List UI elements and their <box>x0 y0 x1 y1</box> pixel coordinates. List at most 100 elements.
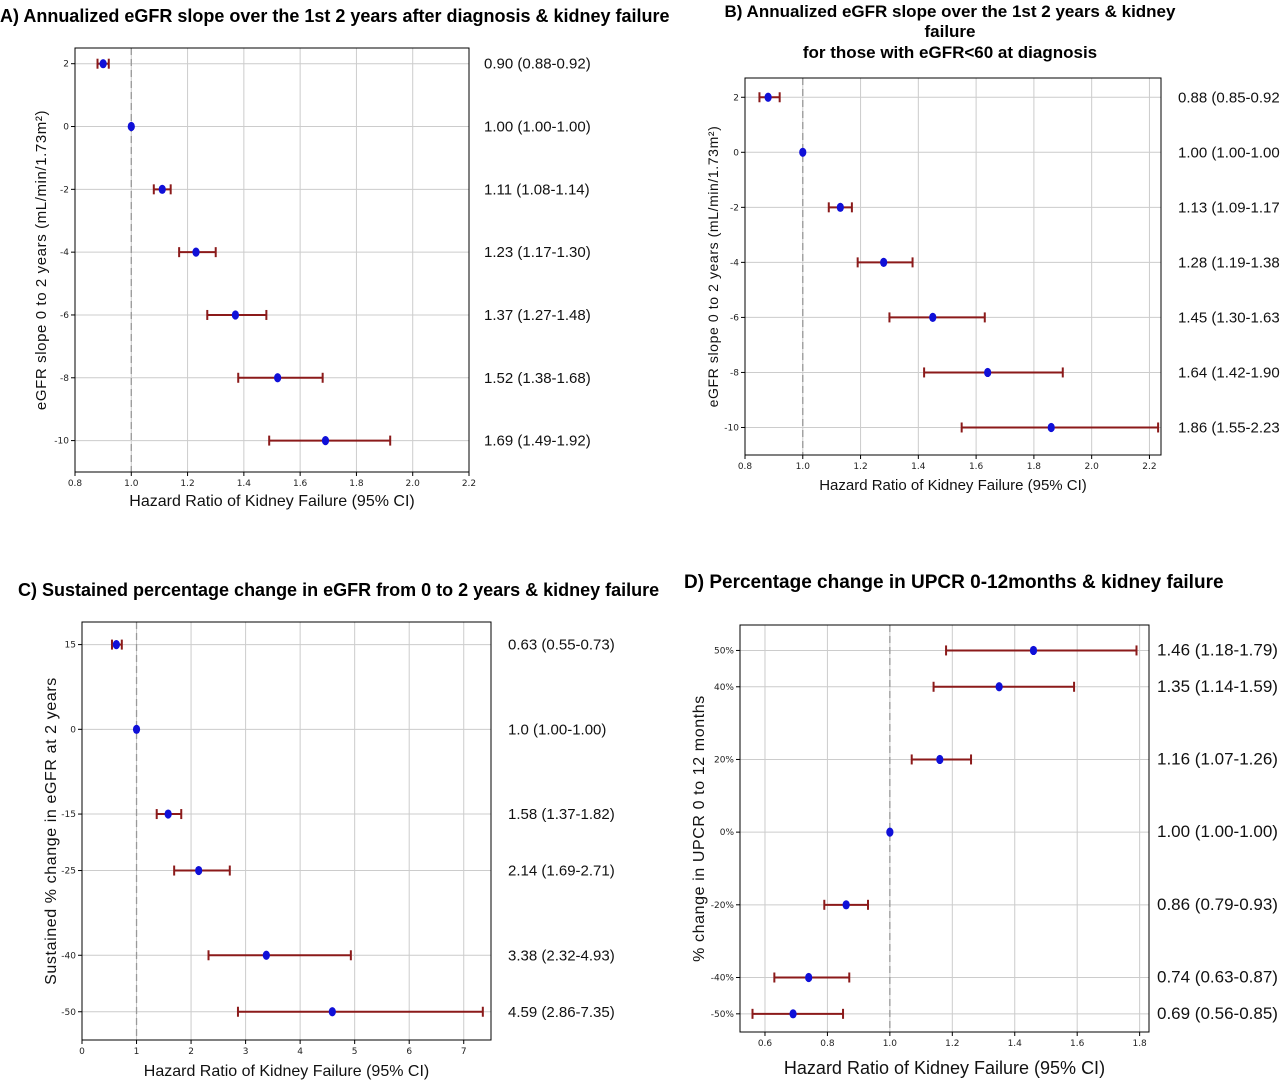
panel-d-x-tick-label: 1.0 <box>883 1039 898 1049</box>
panel-d-y-tick-label: 50% <box>714 646 734 656</box>
panel-a-hr-point <box>127 121 135 132</box>
panel-c-x-tick-label: 6 <box>406 1047 412 1057</box>
panel-d-hr-annotation: 1.46 (1.18-1.79) <box>1157 640 1278 659</box>
panel-b-x-tick-label: 1.2 <box>853 462 867 472</box>
panel-b-y-tick-label: 2 <box>733 93 739 103</box>
panel-a-hr-point <box>274 373 282 383</box>
panel-c-y-tick-label: -15 <box>61 810 76 820</box>
panel-c-y-tick-label: 0 <box>70 725 76 735</box>
panel-c-y-axis-label: Sustained % change in eGFR at 2 years <box>43 677 60 985</box>
panel-b-hr-annotation: 1.45 (1.30-1.63) <box>1178 309 1280 326</box>
panel-b-hr-point <box>984 367 992 378</box>
panel-a-hr-annotation: 1.23 (1.17-1.30) <box>484 244 591 261</box>
panel-c-x-tick-label: 4 <box>297 1047 303 1057</box>
panel-a-hr-point <box>158 184 166 194</box>
panel-c-hr-point <box>132 724 141 734</box>
panel-c-hr-annotation: 3.38 (2.32-4.93) <box>508 947 615 964</box>
forest-plot-b: 0.8 1.0 1.2 1.4 1.6 1.8 2.0 2.2 2 0 -2 -4 -6 -8 -10 0.8… <box>705 77 1280 494</box>
panel-a-y-tick-label: -10 <box>54 437 69 447</box>
panel-a-hr-point <box>99 59 107 69</box>
panel-d-x-tick-label: 0.6 <box>758 1039 773 1049</box>
panel-d-hr-point <box>789 1009 797 1019</box>
panel-b-y-tick-label: 0 <box>733 148 739 158</box>
panel-a-y-axis-label: eGFR slope 0 to 2 years (mL/min/1.73m²) <box>33 110 50 410</box>
panel-a-hr-point <box>321 435 330 446</box>
panel-b-y-axis-label: eGFR slope 0 to 2 years (mL/min/1.73m²) <box>705 126 721 408</box>
panel-c-x-tick-label: 7 <box>461 1047 467 1057</box>
panel-b-x-tick-label: 1.6 <box>969 462 984 472</box>
panel-b-title-line1: B) Annualized eGFR slope over the 1st 2 … <box>724 2 1176 42</box>
panel-b-title: B) Annualized eGFR slope over the 1st 2 … <box>700 2 1200 63</box>
panel-c-x-tick-label: 1 <box>134 1047 140 1057</box>
forest-plot-d: 0.6 0.8 1.0 1.2 1.4 1.6 1.8 50% 40% 20% 0% -20% -40%… <box>691 624 1278 1078</box>
panel-d-x-tick-label: 0.8 <box>820 1039 835 1049</box>
panel-c-hr-point <box>112 639 120 650</box>
panel-d-y-tick-label: 40% <box>714 683 734 693</box>
panel-b-x-tick-label: 1.0 <box>796 462 811 472</box>
panel-c-y-tick-label: -25 <box>61 867 76 877</box>
panel-d-hr-point <box>842 900 850 910</box>
panel-c-hr-point <box>195 865 203 876</box>
panel-d-hr-point <box>936 754 944 765</box>
panel-c-hr-annotation: 1.0 (1.00-1.00) <box>508 721 606 738</box>
panel-b-y-tick-label: -2 <box>730 203 739 213</box>
panel-b-hr-point <box>880 257 888 267</box>
panel-d-hr-annotation: 0.69 (0.56-0.85) <box>1157 1004 1278 1023</box>
panel-a-x-tick-label: 2.2 <box>462 479 476 489</box>
panel-a-x-tick-label: 1.0 <box>124 479 139 489</box>
panel-c-title: C) Sustained percentage change in eGFR f… <box>18 580 660 600</box>
panel-d-hr-annotation: 0.86 (0.79-0.93) <box>1157 895 1278 914</box>
panel-a-hr-annotation: 1.11 (1.08-1.14) <box>484 181 590 198</box>
panel-a-title: A) Annualized eGFR slope over the 1st 2 … <box>0 6 670 26</box>
panel-d-x-tick-label: 1.8 <box>1132 1039 1147 1049</box>
panel-c-y-tick-label: 15 <box>65 641 76 651</box>
panel-b-hr-annotation: 1.64 (1.42-1.90) <box>1178 364 1280 381</box>
panel-a-x-tick-label: 0.8 <box>68 479 83 489</box>
panel-c-x-tick-label: 2 <box>188 1047 194 1057</box>
panel-d-y-axis-label: % change in UPCR 0 to 12 months <box>691 695 708 962</box>
panel-b-axes-frame <box>744 77 1162 456</box>
panel-c-hr-annotation: 2.14 (1.69-2.71) <box>508 863 615 880</box>
panel-a-x-tick-label: 1.2 <box>180 479 194 489</box>
panel-b-x-tick-label: 0.8 <box>738 462 753 472</box>
panel-a-hr-point <box>192 247 200 257</box>
panel-d-y-tick-label: -20% <box>711 901 735 911</box>
panel-d-title: D) Percentage change in UPCR 0-12months … <box>684 572 1224 593</box>
panel-a-y-tick-label: -2 <box>60 185 69 195</box>
panel-d-x-tick-label: 1.2 <box>945 1039 959 1049</box>
panel-b-x-axis-label: Hazard Ratio of Kidney Failure (95% CI) <box>819 477 1087 494</box>
panel-d-hr-point <box>886 827 894 837</box>
panel-b-hr-point <box>764 92 772 102</box>
panel-c-x-tick-label: 3 <box>243 1047 249 1057</box>
panel-c-hr-annotation: 1.58 (1.37-1.82) <box>508 806 615 823</box>
panel-b-y-tick-label: -4 <box>730 258 739 268</box>
panel-b-y-tick-label: -10 <box>724 423 739 433</box>
panel-b-hr-annotation: 1.86 (1.55-2.23) <box>1178 419 1280 436</box>
panel-d-hr-point <box>805 972 813 983</box>
panel-a-hr-annotation: 1.37 (1.27-1.48) <box>484 307 591 324</box>
panel-d-x-tick-label: 1.6 <box>1070 1039 1085 1049</box>
panel-b-hr-point <box>929 312 937 323</box>
panel-d-x-tick-label: 1.4 <box>1008 1039 1023 1049</box>
forest-plot-a: 0.8 1.0 1.2 1.4 1.6 1.8 2.0 2.2 2 0 -2 -4 -6 -8 -10 0.9… <box>33 47 591 510</box>
panel-d-x-axis-label: Hazard Ratio of Kidney Failure (95% CI) <box>784 1058 1105 1078</box>
panel-c-x-tick-label: 5 <box>352 1047 358 1057</box>
panel-a-y-tick-label: 0 <box>63 123 69 133</box>
panel-c-y-tick-label: -40 <box>61 951 76 961</box>
panel-a-x-tick-label: 1.4 <box>237 479 252 489</box>
panel-a-hr-annotation: 1.52 (1.38-1.68) <box>484 370 591 387</box>
panel-d-axes-frame <box>739 624 1150 1033</box>
panel-c-hr-annotation: 4.59 (2.86-7.35) <box>508 1004 615 1021</box>
panel-d-y-tick-label: -50% <box>711 1010 735 1020</box>
panel-c-hr-point <box>164 809 172 819</box>
panel-b-y-tick-label: -6 <box>730 313 739 323</box>
panel-a-x-axis-label: Hazard Ratio of Kidney Failure (95% CI) <box>129 493 414 510</box>
panel-a-hr-annotation: 0.90 (0.88-0.92) <box>484 56 591 73</box>
panel-b-hr-annotation: 0.88 (0.85-0.92) <box>1178 89 1280 106</box>
panel-d-hr-annotation: 0.74 (0.63-0.87) <box>1157 967 1278 986</box>
panel-d-hr-annotation: 1.16 (1.07-1.26) <box>1157 749 1278 768</box>
panel-c-axes-frame <box>81 621 492 1041</box>
panel-b-x-tick-label: 2.0 <box>1085 462 1100 472</box>
panel-d-hr-annotation: 1.35 (1.14-1.59) <box>1157 677 1278 696</box>
